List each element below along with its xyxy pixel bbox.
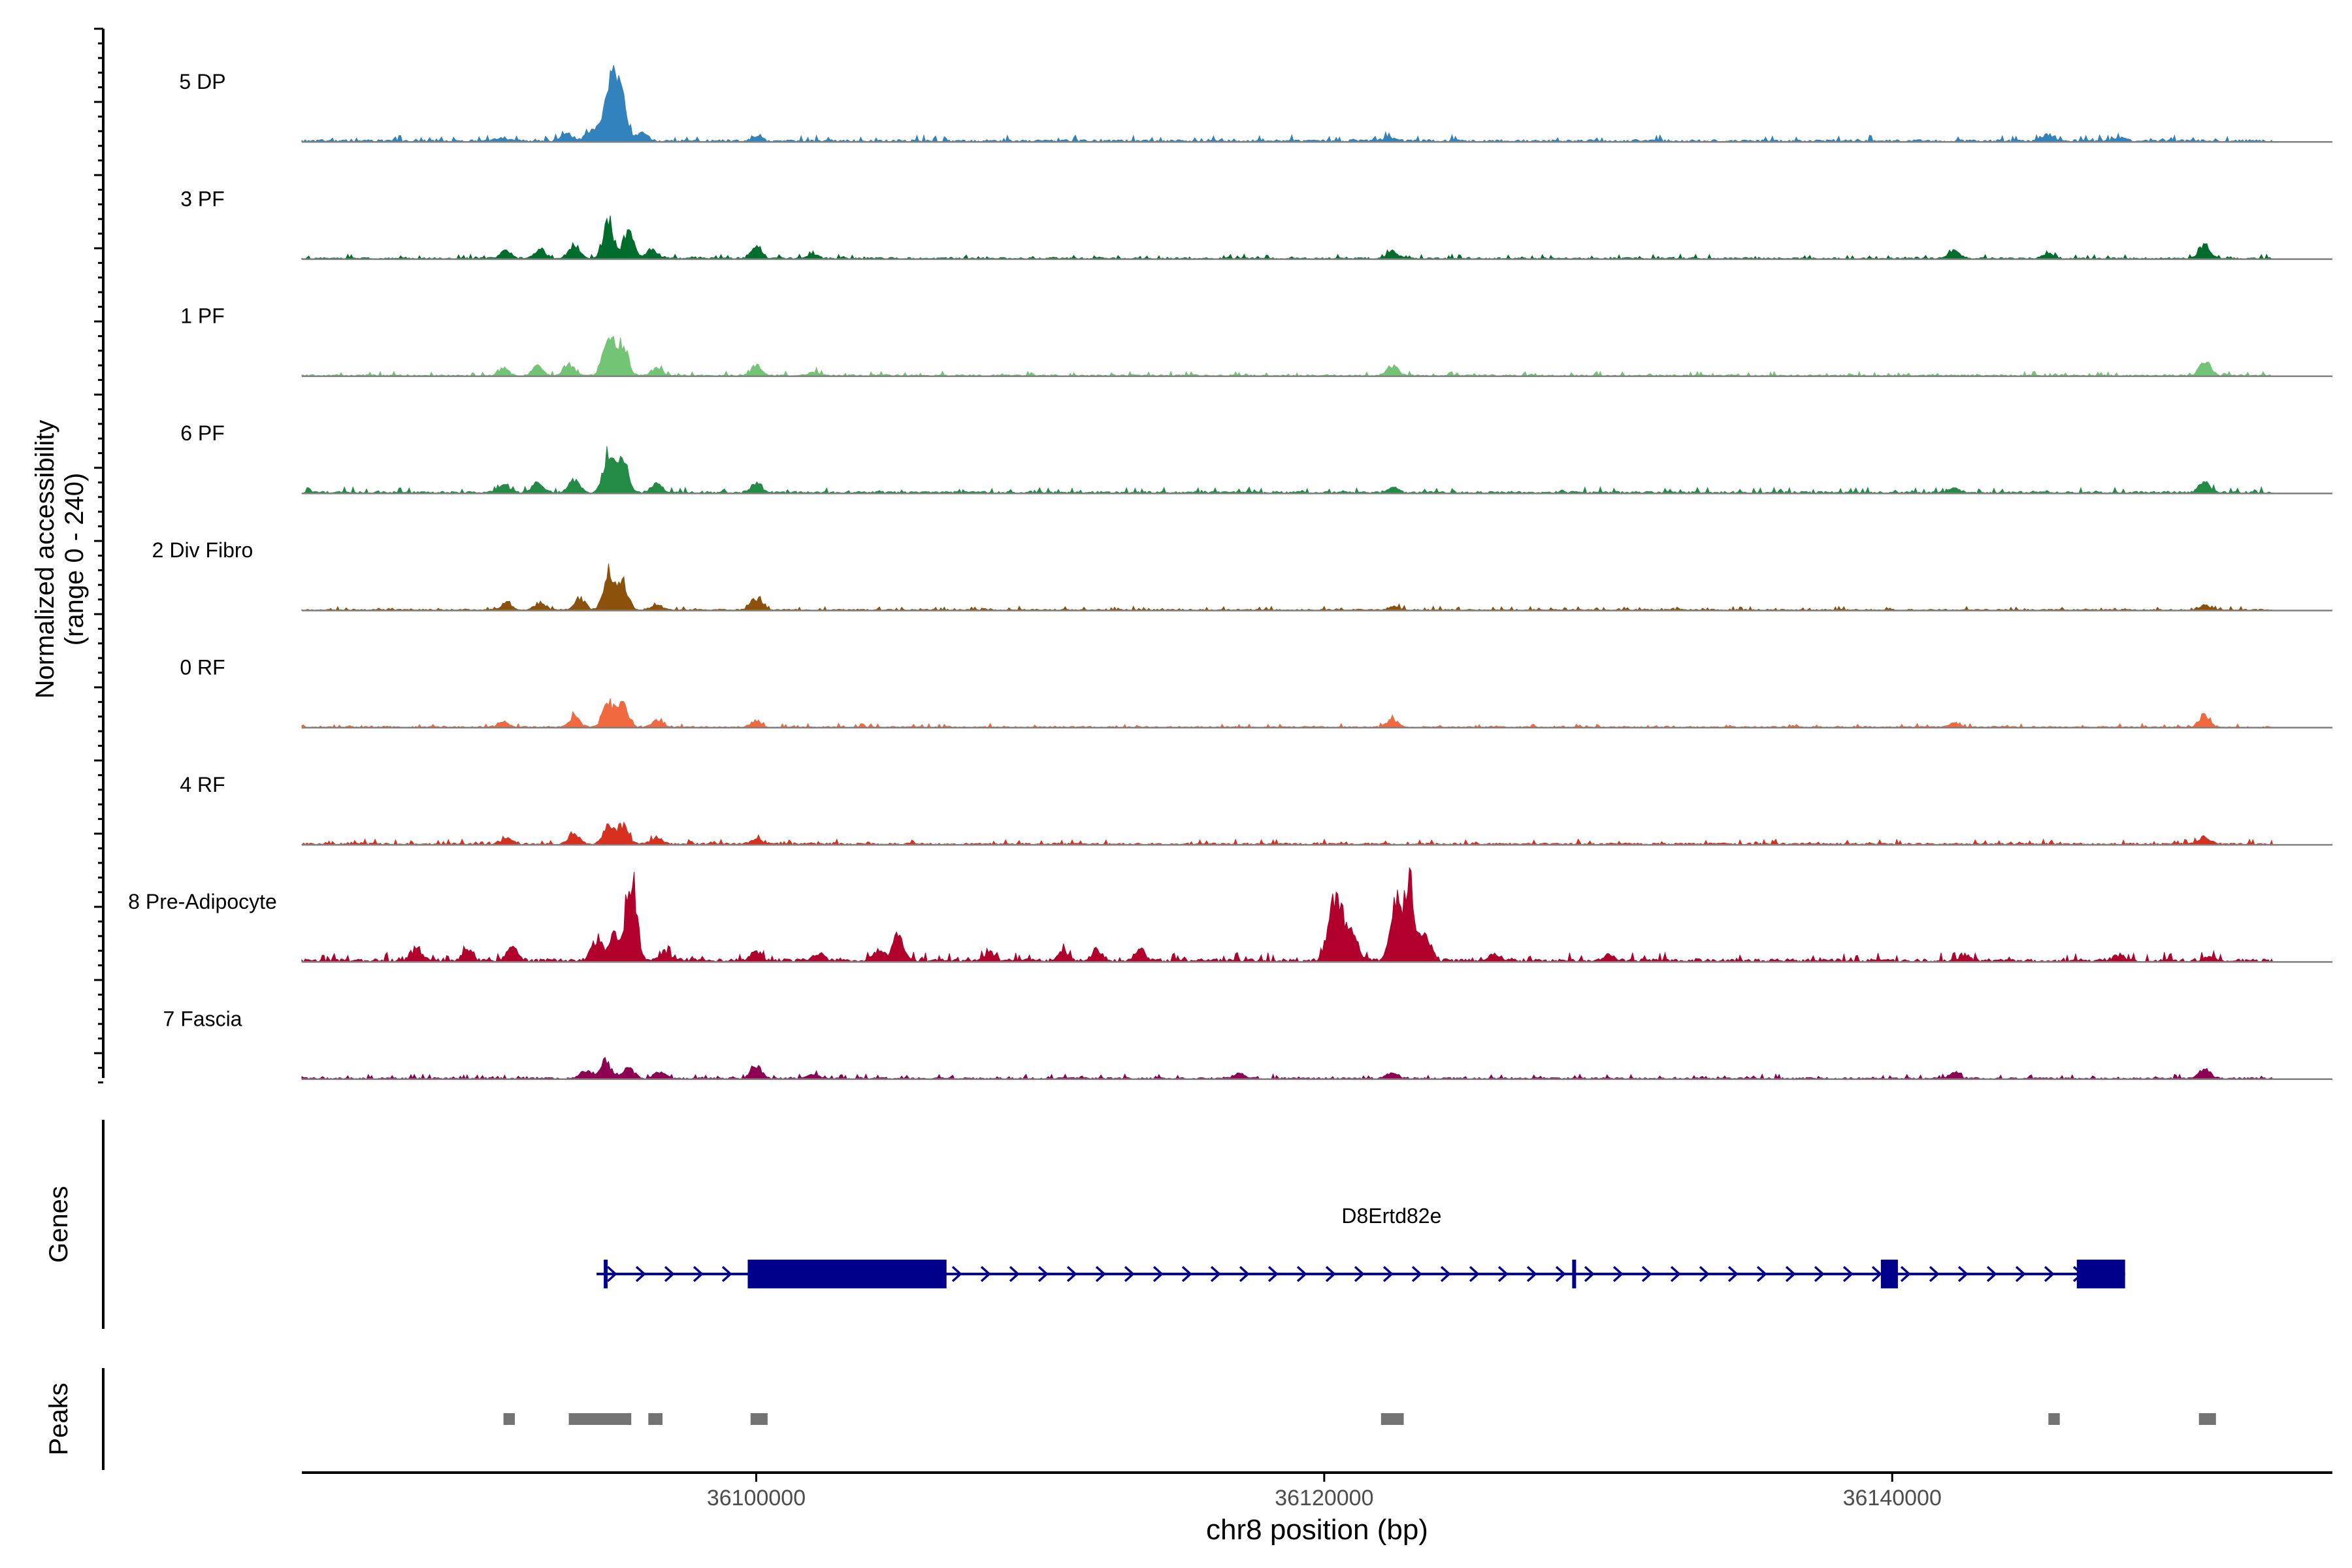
track-signal-area <box>301 1056 2274 1081</box>
track-label: 1 PF <box>180 304 225 328</box>
x-axis-ticks: 36100000 36120000 36140000 <box>707 1473 1942 1511</box>
gene-annotation-track: D8Ertd82e <box>596 1204 2125 1288</box>
strand-arrow-icon <box>1440 1266 1451 1282</box>
strand-arrow-icon <box>1842 1266 1854 1282</box>
strand-arrow-icon <box>1037 1266 1049 1282</box>
gene-exon <box>747 1260 947 1288</box>
strand-arrow-icon <box>1756 1266 1767 1282</box>
strand-arrow-icon <box>1526 1266 1537 1282</box>
y-axis-title-line1: Normalized accessibility <box>31 420 59 699</box>
y-axis-group <box>94 27 105 1084</box>
strand-arrow-icon <box>1066 1266 1077 1282</box>
strand-arrow-icon <box>1009 1266 1020 1282</box>
strand-arrow-icon <box>980 1266 991 1282</box>
strand-arrow-icon <box>1555 1266 1566 1282</box>
strand-arrow-icon <box>606 1266 617 1282</box>
track-0-rf: 0 RF <box>180 656 2332 729</box>
strand-arrow-icon <box>1382 1266 1394 1282</box>
strand-arrow-icon <box>693 1266 704 1282</box>
strand-arrow-icon <box>2044 1266 2055 1282</box>
peak-region <box>2048 1413 2060 1425</box>
strand-arrow-icon <box>1124 1266 1135 1282</box>
strand-arrow-icon <box>1900 1266 1911 1282</box>
track-label: 7 Fascia <box>163 1007 242 1030</box>
track-signal-area <box>301 336 2273 377</box>
track-3-pf: 3 PF <box>180 187 2332 260</box>
strand-arrow-icon <box>1727 1266 1739 1282</box>
strand-arrow-icon <box>1181 1266 1192 1282</box>
strand-arrow-icon <box>1670 1266 1681 1282</box>
track-signal-area <box>301 65 2274 143</box>
accessibility-tracks: 5 DP 3 PF 1 PF 6 PF 2 Div Fibro 0 RF 4 RF 8 Pre… <box>128 65 2332 1081</box>
track-label: 5 DP <box>179 70 225 93</box>
track-8-pre-adipocyte: 8 Pre-Adipocyte <box>128 866 2332 964</box>
strand-arrow-icon <box>1814 1266 1825 1282</box>
strand-arrow-icon <box>2015 1266 2026 1282</box>
strand-arrow-icon <box>1612 1266 1624 1282</box>
strand-arrow-icon <box>1957 1266 1968 1282</box>
track-7-fascia: 7 Fascia <box>163 1007 2332 1081</box>
y-axis-title-line2: (range 0 - 240) <box>60 473 89 646</box>
track-label: 3 PF <box>180 187 225 210</box>
strand-arrow-icon <box>1267 1266 1279 1282</box>
strand-arrow-icon <box>1469 1266 1480 1282</box>
x-tick-label: 36120000 <box>1275 1486 1373 1511</box>
gene-name-label: D8Ertd82e <box>1341 1204 1441 1228</box>
strand-arrow-icon <box>1584 1266 1595 1282</box>
peak-region <box>1380 1413 1404 1425</box>
strand-arrow-icon <box>1929 1266 1940 1282</box>
track-label: 8 Pre-Adipocyte <box>128 890 277 913</box>
track-signal-area <box>301 563 2274 612</box>
gene-exon <box>2076 1260 2125 1288</box>
track-signal-area <box>301 446 2273 495</box>
strand-arrow-icon <box>1785 1266 1796 1282</box>
gene-exon <box>1880 1260 1898 1288</box>
strand-arrow-icon <box>1871 1266 1882 1282</box>
peak-region <box>750 1413 768 1425</box>
peak-region <box>503 1413 515 1425</box>
strand-arrow-icon <box>1411 1266 1422 1282</box>
track-5-dp: 5 DP <box>179 65 2332 143</box>
peak-region <box>568 1413 632 1425</box>
track-signal-area <box>301 215 2273 260</box>
track-4-rf: 4 RF <box>180 773 2332 846</box>
peaks-track <box>503 1413 2216 1425</box>
track-label: 2 Div Fibro <box>152 538 253 562</box>
x-axis-title: chr8 position (bp) <box>1206 1514 1428 1546</box>
strand-arrow-icon <box>1699 1266 1710 1282</box>
strand-arrow-icon <box>1296 1266 1307 1282</box>
strand-arrow-icon <box>1210 1266 1221 1282</box>
strand-arrow-icon <box>1239 1266 1250 1282</box>
track-6-pf: 6 PF <box>180 421 2332 495</box>
strand-arrow-icon <box>1641 1266 1652 1282</box>
strand-arrow-icon <box>1986 1266 1997 1282</box>
peak-region <box>2198 1413 2216 1425</box>
track-1-pf: 1 PF <box>180 304 2332 378</box>
strand-arrow-icon <box>1325 1266 1336 1282</box>
track-signal-area <box>301 698 2273 728</box>
strand-arrow-icon <box>721 1266 732 1282</box>
strand-arrow-icon <box>664 1266 675 1282</box>
track-label: 4 RF <box>180 773 225 796</box>
strand-arrow-icon <box>1095 1266 1106 1282</box>
strand-arrow-icon <box>1497 1266 1509 1282</box>
peak-region <box>648 1413 663 1425</box>
y-axis-ticks <box>94 27 103 1084</box>
track-signal-area <box>301 821 2274 846</box>
track-label: 0 RF <box>180 656 225 679</box>
x-tick-label: 36140000 <box>1843 1486 1942 1511</box>
genes-track-label: Genes <box>44 1186 73 1263</box>
strand-arrow-icon <box>1354 1266 1365 1282</box>
peaks-track-label: Peaks <box>44 1382 73 1455</box>
track-signal-area <box>301 866 2274 964</box>
strand-arrow-icon <box>635 1266 646 1282</box>
strand-arrow-icon <box>951 1266 962 1282</box>
track-label: 6 PF <box>180 421 225 445</box>
track-2-div-fibro: 2 Div Fibro <box>152 538 2332 612</box>
x-tick-label: 36100000 <box>707 1486 806 1511</box>
strand-arrow-icon <box>1152 1266 1164 1282</box>
